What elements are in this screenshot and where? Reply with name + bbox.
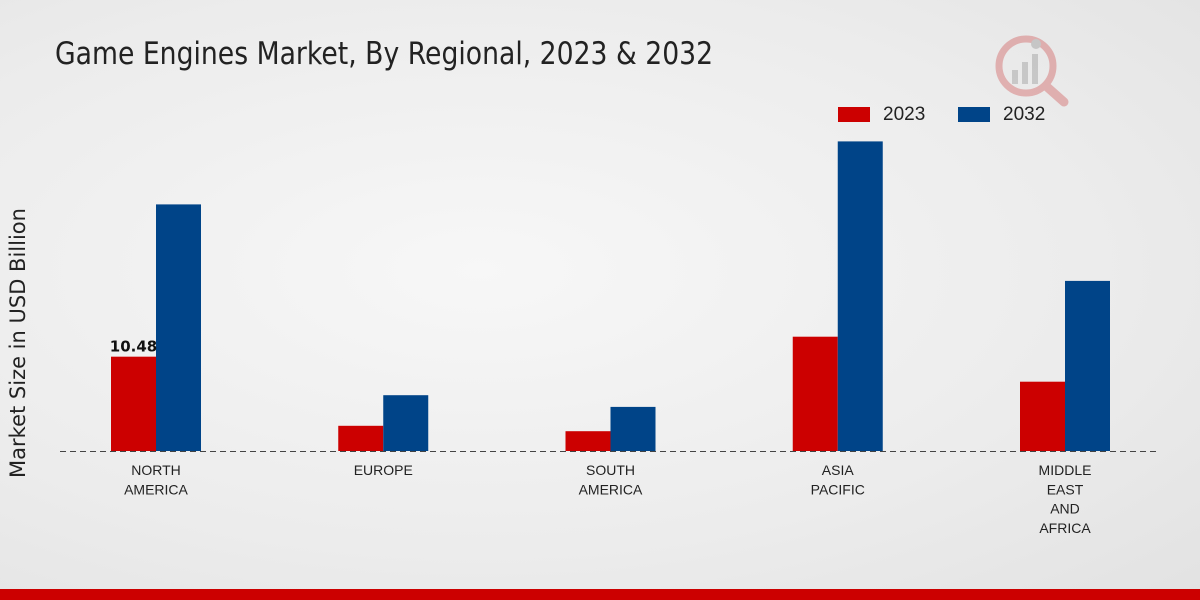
- bar-2023-middle-east-and-africa: [1020, 381, 1065, 451]
- x-tick-line: SOUTH: [586, 462, 635, 478]
- bar-2023-south-america: [565, 431, 611, 451]
- bars-group: [111, 141, 1110, 451]
- brand-logo-icon: [995, 35, 1069, 107]
- x-tick-label-europe: EUROPE: [354, 462, 413, 478]
- bar-2032-north-america: [156, 204, 201, 451]
- x-tick-line: PACIFIC: [811, 481, 865, 497]
- x-tick-label-middle-east-and-africa: MIDDLE EAST AND AFRICA: [1039, 462, 1092, 536]
- data-labels: 10.48: [110, 338, 157, 356]
- x-tick-label-asia-pacific: ASIA PACIFIC: [811, 462, 865, 497]
- x-tick-label-north-america: NORTH AMERICA: [124, 462, 188, 497]
- bar-2032-asia-pacific: [837, 141, 883, 451]
- x-tick-line: ASIA: [822, 462, 855, 478]
- bottom-accent-bar: [0, 589, 1200, 600]
- legend-label-2023: 2023: [883, 104, 926, 125]
- x-tick-line: EAST: [1047, 481, 1084, 497]
- x-tick-line: NORTH: [131, 462, 181, 478]
- bar-2032-europe: [383, 395, 429, 451]
- x-tick-line: AFRICA: [1039, 520, 1091, 536]
- x-tick-line: AMERICA: [579, 481, 643, 497]
- bar-2023-north-america: [111, 356, 156, 451]
- data-label: 10.48: [110, 338, 157, 356]
- bar-2032-middle-east-and-africa: [1065, 280, 1110, 451]
- bar-2032-south-america: [610, 406, 656, 451]
- x-tick-label-south-america: SOUTH AMERICA: [579, 462, 643, 497]
- x-tick-line: EUROPE: [354, 462, 413, 478]
- x-tick-line: AND: [1050, 501, 1080, 517]
- x-tick-line: AMERICA: [124, 481, 188, 497]
- legend-swatch-2023: [838, 107, 870, 122]
- bar-2023-europe: [338, 425, 384, 451]
- x-tick-line: MIDDLE: [1039, 462, 1092, 478]
- legend-swatch-2032: [958, 107, 990, 122]
- legend-label-2032: 2032: [1003, 104, 1046, 125]
- x-tick-labels: NORTH AMERICA EUROPE SOUTH AMERICA ASIA PACIFI…: [124, 462, 1091, 536]
- chart-title: Game Engines Market, By Regional, 2023 &…: [55, 36, 714, 72]
- bar-2023-asia-pacific: [792, 336, 838, 451]
